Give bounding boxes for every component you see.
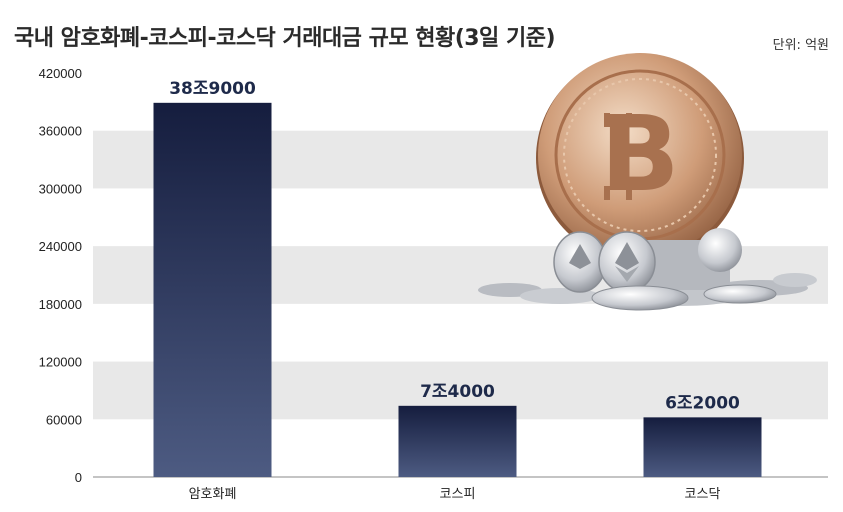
y-tick-label: 180000 (39, 297, 82, 312)
bar (153, 102, 272, 478)
y-tick-label: 300000 (39, 181, 82, 196)
data-label: 38조9000 (169, 79, 256, 99)
bitcoin-coin-pile-icon: B (478, 53, 817, 311)
data-label: 7조4000 (420, 382, 495, 402)
bar (398, 405, 517, 477)
chart-title: 국내 암호화폐-코스피-코스닥 거래대금 규모 현황(3일 기준) (14, 26, 556, 51)
bitcoin-symbol: B (600, 93, 679, 215)
x-tick-label: 암호화폐 (189, 487, 237, 502)
y-tick-label: 420000 (39, 66, 82, 81)
y-tick-label: 360000 (39, 124, 82, 139)
x-tick-label: 코스닥 (685, 487, 721, 502)
bar-series: 38조9000 7조4000 6조2000 (153, 79, 762, 478)
data-label: 6조2000 (665, 393, 740, 413)
unit-label: 단위: 억원 (772, 38, 829, 53)
x-axis-ticks: 암호화폐 코스피 코스닥 (189, 487, 721, 502)
y-axis-ticks: 0 60000 120000 180000 240000 300000 360000 4200… (39, 66, 82, 485)
y-tick-label: 0 (75, 470, 82, 485)
bar (643, 417, 762, 477)
y-tick-label: 240000 (39, 239, 82, 254)
y-tick-label: 120000 (39, 355, 82, 370)
y-tick-label: 60000 (46, 412, 82, 427)
x-tick-label: 코스피 (440, 487, 476, 502)
